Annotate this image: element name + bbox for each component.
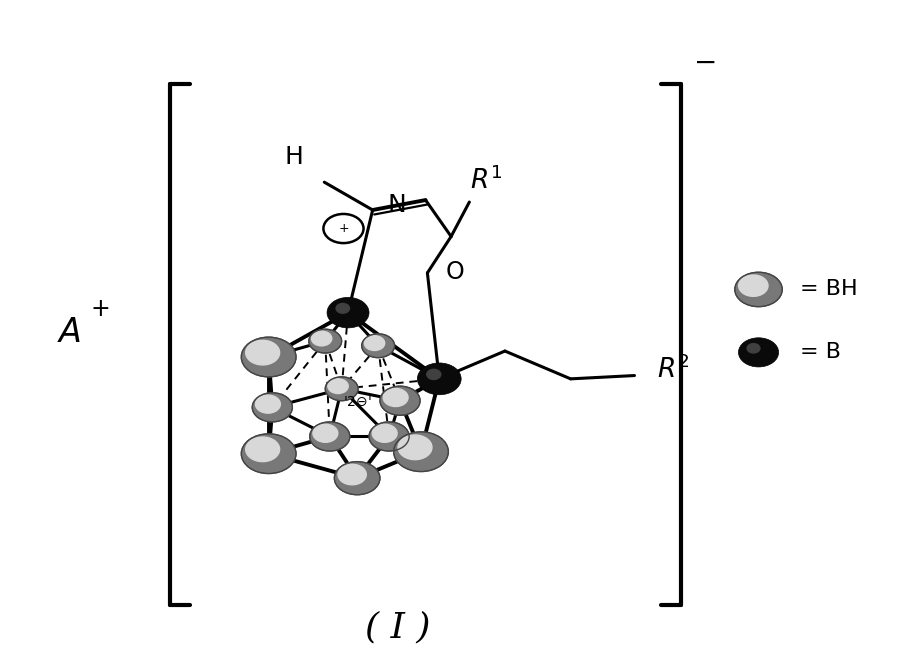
- Circle shape: [398, 435, 432, 460]
- Text: $R^1$: $R^1$: [469, 167, 502, 195]
- Text: O: O: [446, 259, 464, 283]
- Circle shape: [242, 337, 296, 377]
- Circle shape: [309, 422, 350, 451]
- Text: '2$\ominus$': '2$\ominus$': [343, 395, 371, 409]
- Circle shape: [246, 437, 280, 462]
- Text: A: A: [59, 316, 81, 349]
- Circle shape: [242, 434, 296, 473]
- Circle shape: [313, 424, 338, 442]
- Text: N: N: [387, 193, 405, 217]
- Text: H: H: [285, 145, 304, 169]
- Circle shape: [426, 369, 441, 380]
- Text: $+$: $+$: [338, 222, 350, 235]
- Circle shape: [735, 272, 782, 307]
- Text: = B: = B: [800, 342, 841, 362]
- Circle shape: [311, 331, 332, 346]
- Circle shape: [380, 386, 420, 415]
- Text: ( I ): ( I ): [365, 610, 431, 644]
- Circle shape: [334, 462, 380, 495]
- Circle shape: [361, 334, 394, 358]
- Circle shape: [738, 275, 768, 297]
- Circle shape: [383, 388, 408, 406]
- Text: $R^2$: $R^2$: [657, 356, 689, 384]
- Text: $-$: $-$: [693, 48, 716, 76]
- Circle shape: [328, 379, 349, 394]
- Circle shape: [364, 336, 384, 350]
- Circle shape: [738, 338, 779, 367]
- Circle shape: [253, 393, 293, 422]
- Circle shape: [417, 363, 461, 395]
- Circle shape: [246, 340, 280, 365]
- Text: = BH: = BH: [800, 279, 857, 299]
- Circle shape: [308, 329, 341, 353]
- Circle shape: [336, 303, 350, 313]
- Circle shape: [372, 424, 397, 442]
- Circle shape: [393, 432, 448, 471]
- Text: $+$: $+$: [91, 297, 110, 321]
- Circle shape: [327, 297, 369, 328]
- Circle shape: [255, 395, 280, 413]
- Circle shape: [369, 422, 409, 451]
- Circle shape: [325, 377, 358, 401]
- Circle shape: [338, 464, 366, 485]
- Circle shape: [747, 344, 760, 353]
